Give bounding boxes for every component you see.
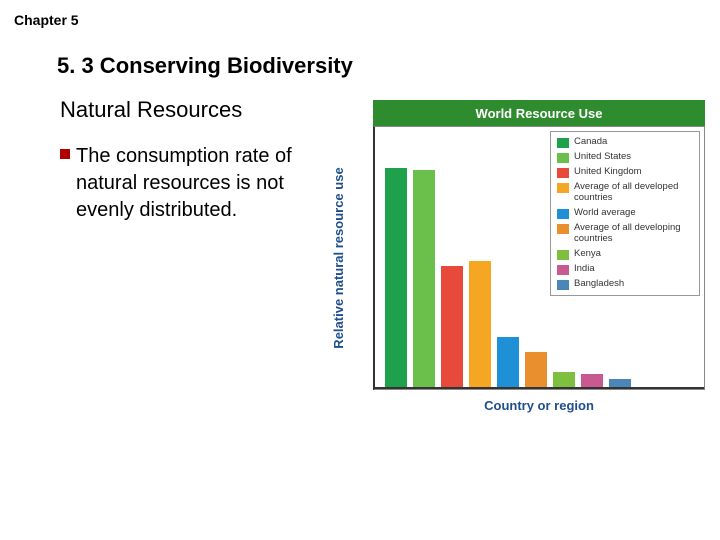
bar bbox=[441, 266, 463, 387]
bullet-marker-icon bbox=[60, 149, 70, 159]
legend-swatch-icon bbox=[557, 224, 569, 234]
chart-baseline bbox=[375, 387, 704, 389]
chart-plot-area: Canada United States United Kingdom Average… bbox=[373, 126, 705, 390]
legend-item: Kenya bbox=[557, 249, 693, 260]
chart-x-axis-label: Country or region bbox=[373, 398, 705, 413]
bullet-text: The consumption rate of natural resource… bbox=[76, 143, 320, 224]
chapter-label: Chapter 5 bbox=[14, 12, 79, 28]
legend-item: World average bbox=[557, 208, 693, 219]
legend-label: Kenya bbox=[574, 249, 693, 260]
legend-swatch-icon bbox=[557, 250, 569, 260]
resource-use-chart: World Resource Use Relative natural reso… bbox=[345, 100, 705, 430]
chart-title: World Resource Use bbox=[373, 100, 705, 126]
legend-swatch-icon bbox=[557, 168, 569, 178]
legend-label: United States bbox=[574, 152, 693, 163]
legend-item: India bbox=[557, 264, 693, 275]
legend-swatch-icon bbox=[557, 209, 569, 219]
legend-label: Bangladesh bbox=[574, 279, 693, 290]
section-title: 5. 3 Conserving Biodiversity bbox=[57, 53, 353, 79]
legend-label: World average bbox=[574, 208, 693, 219]
legend-swatch-icon bbox=[557, 153, 569, 163]
chart-legend: Canada United States United Kingdom Average… bbox=[550, 131, 700, 296]
bar bbox=[525, 352, 547, 387]
chart-y-axis-label-text: Relative natural resource use bbox=[331, 126, 346, 390]
legend-item: United States bbox=[557, 152, 693, 163]
bullet-item: The consumption rate of natural resource… bbox=[60, 143, 320, 224]
legend-swatch-icon bbox=[557, 265, 569, 275]
bar bbox=[497, 337, 519, 387]
bar bbox=[469, 261, 491, 387]
legend-item: Average of all developing countries bbox=[557, 223, 693, 245]
legend-item: Average of all developed countries bbox=[557, 182, 693, 204]
legend-label: United Kingdom bbox=[574, 167, 693, 178]
legend-item: Bangladesh bbox=[557, 279, 693, 290]
legend-label: India bbox=[574, 264, 693, 275]
bar bbox=[553, 372, 575, 387]
bar bbox=[413, 170, 435, 387]
chart-y-axis-label: Relative natural resource use bbox=[331, 0, 351, 126]
legend-swatch-icon bbox=[557, 280, 569, 290]
legend-swatch-icon bbox=[557, 138, 569, 148]
legend-label: Average of all developed countries bbox=[574, 182, 693, 204]
bar bbox=[385, 168, 407, 387]
legend-item: United Kingdom bbox=[557, 167, 693, 178]
legend-label: Canada bbox=[574, 137, 693, 148]
natural-resources-heading: Natural Resources bbox=[60, 97, 242, 123]
bar bbox=[609, 379, 631, 387]
legend-item: Canada bbox=[557, 137, 693, 148]
legend-swatch-icon bbox=[557, 183, 569, 193]
legend-label: Average of all developing countries bbox=[574, 223, 693, 245]
bar bbox=[581, 374, 603, 387]
